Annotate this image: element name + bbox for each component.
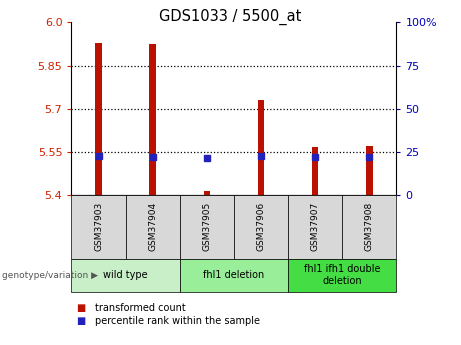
Text: transformed count: transformed count (95, 303, 185, 313)
Bar (312, 147, 319, 195)
Text: GDS1033 / 5500_at: GDS1033 / 5500_at (160, 9, 301, 25)
Text: ■: ■ (76, 316, 85, 326)
Text: GSM37907: GSM37907 (311, 202, 320, 252)
Text: ■: ■ (76, 303, 85, 313)
Text: genotype/variation ▶: genotype/variation ▶ (2, 270, 98, 280)
Bar (95, 42, 102, 195)
Text: GSM37906: GSM37906 (256, 202, 266, 252)
Text: fhl1 ifh1 double
deletion: fhl1 ifh1 double deletion (304, 264, 380, 286)
Text: GSM37903: GSM37903 (94, 202, 103, 252)
Text: GSM37905: GSM37905 (202, 202, 212, 252)
Bar (366, 146, 372, 195)
Text: wild type: wild type (103, 270, 148, 280)
Text: percentile rank within the sample: percentile rank within the sample (95, 316, 260, 326)
Text: GSM37908: GSM37908 (365, 202, 374, 252)
Text: GSM37904: GSM37904 (148, 202, 157, 252)
Bar (204, 191, 210, 195)
Bar (149, 44, 156, 195)
Text: fhl1 deletion: fhl1 deletion (203, 270, 265, 280)
Bar (258, 100, 264, 195)
